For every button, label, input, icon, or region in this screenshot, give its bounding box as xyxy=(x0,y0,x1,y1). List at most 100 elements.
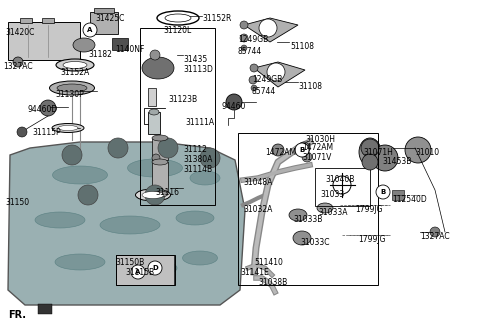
Circle shape xyxy=(372,145,398,171)
Ellipse shape xyxy=(128,159,182,177)
Text: 1799JG: 1799JG xyxy=(355,205,383,214)
Text: 51108: 51108 xyxy=(290,42,314,51)
Text: A: A xyxy=(87,27,93,33)
Circle shape xyxy=(13,57,23,67)
Text: 1327AC: 1327AC xyxy=(3,62,33,71)
Ellipse shape xyxy=(58,126,78,131)
Ellipse shape xyxy=(152,159,168,165)
Text: 85744: 85744 xyxy=(252,87,276,96)
Circle shape xyxy=(240,34,248,42)
Text: B: B xyxy=(300,147,305,153)
Text: 1472AM: 1472AM xyxy=(302,143,333,152)
Text: 94460: 94460 xyxy=(222,102,246,111)
Text: 1327AC: 1327AC xyxy=(420,232,450,241)
Text: FR.: FR. xyxy=(8,310,26,320)
Circle shape xyxy=(150,50,160,60)
Ellipse shape xyxy=(49,81,95,95)
Circle shape xyxy=(405,137,431,163)
Circle shape xyxy=(40,100,56,116)
Ellipse shape xyxy=(142,192,164,198)
Circle shape xyxy=(250,64,258,72)
Ellipse shape xyxy=(63,62,87,69)
Circle shape xyxy=(430,227,440,237)
Text: 31040B: 31040B xyxy=(325,175,354,184)
Ellipse shape xyxy=(56,59,94,71)
Circle shape xyxy=(251,85,257,91)
Bar xyxy=(38,304,52,314)
Circle shape xyxy=(152,154,160,162)
Text: 31030H: 31030H xyxy=(305,135,335,144)
Circle shape xyxy=(249,76,257,84)
Bar xyxy=(90,12,118,34)
Circle shape xyxy=(361,139,379,157)
Bar xyxy=(112,38,128,50)
Text: 31380A: 31380A xyxy=(183,155,212,164)
Text: 31115P: 31115P xyxy=(32,128,60,137)
Text: 112540D: 112540D xyxy=(392,195,427,204)
Ellipse shape xyxy=(135,189,170,201)
Text: 31010: 31010 xyxy=(415,148,439,157)
Text: 31113D: 31113D xyxy=(183,65,213,74)
Bar xyxy=(8,22,80,60)
Ellipse shape xyxy=(359,138,381,166)
Text: 1249GB: 1249GB xyxy=(252,75,282,84)
Text: 31453B: 31453B xyxy=(382,157,411,166)
Ellipse shape xyxy=(55,254,105,270)
Text: 31150B: 31150B xyxy=(115,258,144,267)
Bar xyxy=(152,138,168,160)
Circle shape xyxy=(200,148,220,168)
Ellipse shape xyxy=(100,216,160,234)
Circle shape xyxy=(259,19,277,37)
Circle shape xyxy=(145,185,165,205)
Text: 85744: 85744 xyxy=(238,47,262,56)
Text: 31141E: 31141E xyxy=(240,268,269,277)
Text: 31152R: 31152R xyxy=(202,14,231,23)
Text: 31048A: 31048A xyxy=(243,178,272,187)
Text: 31120L: 31120L xyxy=(163,26,191,35)
Text: A: A xyxy=(135,269,141,275)
Text: 1799JG: 1799JG xyxy=(358,235,385,244)
Circle shape xyxy=(240,21,248,29)
Text: 31033A: 31033A xyxy=(318,208,348,217)
Text: 31123B: 31123B xyxy=(168,95,197,104)
Text: 31150: 31150 xyxy=(5,198,29,207)
Bar xyxy=(116,255,175,285)
Circle shape xyxy=(298,142,310,154)
Text: 31425C: 31425C xyxy=(95,14,124,23)
Bar xyxy=(238,133,378,285)
Ellipse shape xyxy=(289,209,307,221)
Ellipse shape xyxy=(149,109,159,115)
Bar xyxy=(392,190,404,200)
Text: 31435: 31435 xyxy=(183,55,207,64)
Ellipse shape xyxy=(317,203,333,213)
Text: D: D xyxy=(152,265,158,271)
Ellipse shape xyxy=(165,14,191,22)
Bar xyxy=(42,18,54,23)
Text: 31071V: 31071V xyxy=(302,153,331,162)
Text: 31115B: 31115B xyxy=(125,268,154,277)
Bar xyxy=(116,255,174,285)
Polygon shape xyxy=(8,142,245,305)
Ellipse shape xyxy=(152,191,168,197)
Text: 1140NF: 1140NF xyxy=(115,45,144,54)
Bar xyxy=(148,88,156,106)
Ellipse shape xyxy=(52,166,108,184)
Circle shape xyxy=(148,261,162,275)
Text: 31032A: 31032A xyxy=(243,205,272,214)
Ellipse shape xyxy=(73,38,95,52)
Circle shape xyxy=(272,144,284,156)
Circle shape xyxy=(362,154,378,170)
Ellipse shape xyxy=(190,171,220,185)
Text: 31033C: 31033C xyxy=(300,238,329,247)
Polygon shape xyxy=(244,18,298,42)
Circle shape xyxy=(78,185,98,205)
Bar xyxy=(315,168,370,206)
Text: 31033: 31033 xyxy=(320,190,344,199)
Bar xyxy=(94,8,114,13)
Text: 31108: 31108 xyxy=(298,82,322,91)
Text: 31420C: 31420C xyxy=(5,28,35,37)
Text: 31130P: 31130P xyxy=(55,90,84,99)
Circle shape xyxy=(267,63,285,81)
Ellipse shape xyxy=(142,57,174,79)
Ellipse shape xyxy=(182,251,217,265)
